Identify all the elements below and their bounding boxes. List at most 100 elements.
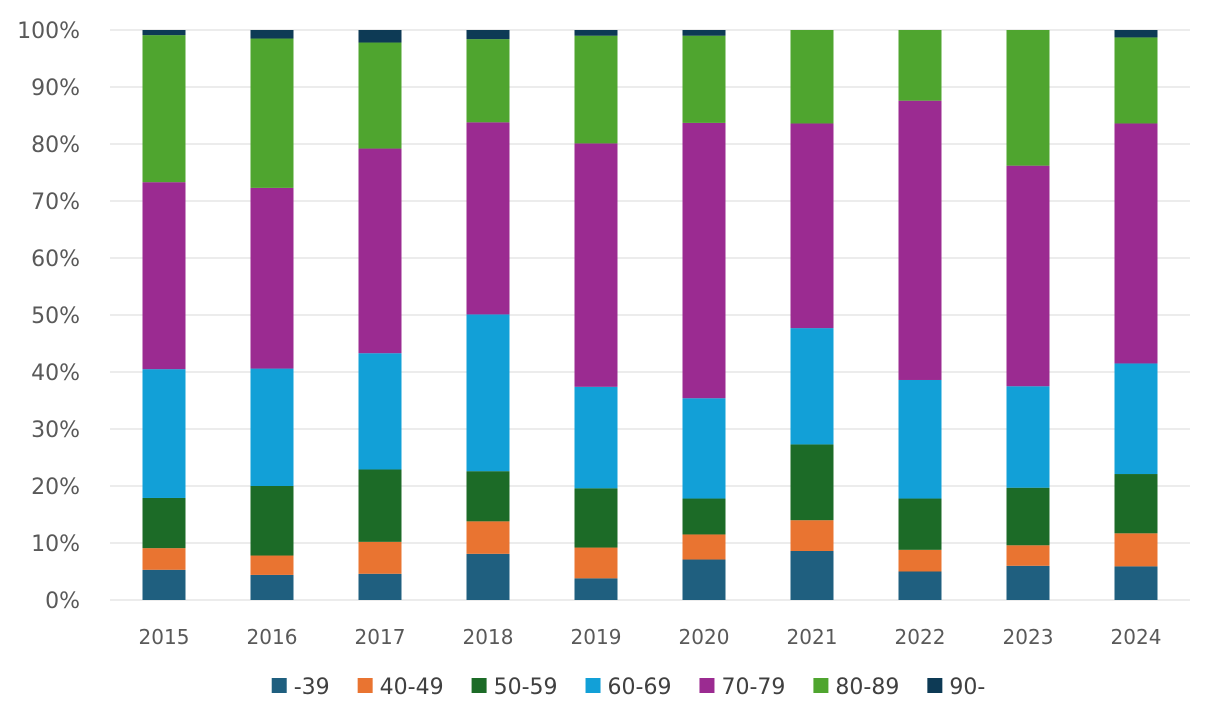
- legend-item: 80-89: [813, 675, 899, 700]
- bar-segment-2022--39: [898, 571, 942, 600]
- legend-label: 50-59: [494, 675, 558, 700]
- bar-segment-2019-50-59: [574, 488, 618, 548]
- x-tick-label: 2015: [139, 625, 190, 649]
- bar-segment-2022-60-69: [898, 379, 942, 499]
- y-tick-label: 70%: [31, 190, 80, 215]
- bar-segment-2021-50-59: [790, 444, 834, 521]
- bar-segment-2022-40-49: [898, 549, 942, 572]
- bar-segment-2019-40-49: [574, 547, 618, 579]
- x-tick-label: 2019: [571, 625, 622, 649]
- bar-segment-2021-40-49: [790, 520, 834, 551]
- bar-segment-2020-60-69: [682, 398, 726, 499]
- bar-segment-2024-80-89: [1114, 37, 1158, 124]
- legend-item: 40-49: [357, 675, 444, 700]
- legend: -39 40-49 50-59 60-69 70-79 80-89 90-: [271, 675, 985, 700]
- legend-item: 50-59: [471, 675, 558, 700]
- bar-segment-2019-90-: [574, 30, 618, 36]
- bar-segment-2019-80-89: [574, 35, 618, 144]
- bar-segment-2018-50-59: [466, 471, 510, 522]
- legend-swatch: [271, 678, 287, 693]
- bar-segment-2024-40-49: [1114, 533, 1158, 567]
- bar-segment-2015-80-89: [142, 35, 186, 183]
- legend-swatch: [699, 678, 715, 693]
- bar-stack-2022: [898, 30, 942, 600]
- legend-item: 60-69: [585, 675, 672, 700]
- bar-segment-2017--39: [358, 573, 402, 600]
- legend-swatch: [927, 678, 943, 693]
- bar-segment-2018-90-: [466, 30, 510, 40]
- y-tick-label: 90%: [31, 76, 80, 101]
- legend-label: 40-49: [380, 675, 444, 700]
- bar-segment-2020-50-59: [682, 498, 726, 535]
- bar-segment-2023--39: [1006, 565, 1050, 600]
- bar-segment-2018-60-69: [466, 314, 510, 472]
- legend-label: 60-69: [608, 675, 672, 700]
- x-tick-label: 2022: [895, 625, 946, 649]
- bar-segment-2016-60-69: [250, 368, 294, 486]
- x-tick-label: 2024: [1111, 625, 1162, 649]
- legend-item: 90-: [927, 675, 985, 700]
- bar-segment-2018--39: [466, 553, 510, 600]
- legend-item: -39: [271, 675, 330, 700]
- bar-segment-2016-90-: [250, 30, 294, 39]
- x-tick-label: 2016: [247, 625, 298, 649]
- bar-segment-2017-40-49: [358, 541, 402, 574]
- bar-segment-2020-90-: [682, 30, 726, 36]
- x-tick-label: 2023: [1003, 625, 1054, 649]
- y-tick-label: 60%: [31, 247, 80, 272]
- y-tick-label: 10%: [31, 532, 80, 557]
- bar-segment-2017-60-69: [358, 353, 402, 470]
- y-tick-label: 0%: [45, 589, 80, 614]
- bar-segment-2020-40-49: [682, 534, 726, 560]
- y-tick-label: 80%: [31, 133, 80, 158]
- bar-segment-2021--39: [790, 550, 834, 600]
- y-tick-label: 100%: [17, 19, 80, 44]
- legend-label: 80-89: [835, 675, 899, 700]
- bar-segment-2022-70-79: [898, 100, 942, 380]
- bar-segment-2024-90-: [1114, 30, 1158, 38]
- bar-stack-2016: [250, 30, 294, 600]
- x-tick-label: 2020: [679, 625, 730, 649]
- legend-item: 70-79: [699, 675, 785, 700]
- bar-segment-2021-60-69: [790, 328, 834, 445]
- bar-segment-2017-90-: [358, 30, 402, 43]
- x-tick-label: 2018: [463, 625, 514, 649]
- bar-segment-2024-50-59: [1114, 474, 1158, 534]
- bar-segment-2015-70-79: [142, 182, 186, 370]
- legend-swatch: [813, 678, 829, 693]
- bar-segment-2015--39: [142, 569, 186, 600]
- legend-label: 90-: [949, 675, 985, 700]
- legend-swatch: [585, 678, 601, 693]
- bar-segment-2017-50-59: [358, 469, 402, 542]
- bar-segment-2020--39: [682, 559, 726, 600]
- bars: [142, 30, 1158, 600]
- bar-segment-2020-70-79: [682, 122, 726, 399]
- y-tick-label: 40%: [31, 361, 80, 386]
- legend-swatch: [357, 678, 373, 693]
- bar-segment-2016-70-79: [250, 187, 294, 369]
- bar-segment-2024--39: [1114, 566, 1158, 600]
- bar-segment-2024-60-69: [1114, 363, 1158, 475]
- x-axis-ticks: 2015 2016 2017 2018 2019 2020 2021 2022 2023 2024: [139, 625, 1162, 649]
- y-axis-ticks: 0% 10% 20% 30% 40% 50% 60% 70% 80% 90% 100%: [17, 19, 80, 614]
- bar-segment-2019-60-69: [574, 386, 618, 489]
- bar-segment-2023-80-89: [1006, 30, 1050, 166]
- bar-segment-2020-80-89: [682, 35, 726, 123]
- bar-segment-2019-70-79: [574, 143, 618, 387]
- bar-stack-2017: [358, 30, 402, 600]
- bar-segment-2017-80-89: [358, 42, 402, 149]
- bar-segment-2021-80-89: [790, 30, 834, 124]
- bar-segment-2017-70-79: [358, 148, 402, 354]
- bar-stack-2024: [1114, 30, 1158, 600]
- y-tick-label: 20%: [31, 475, 80, 500]
- bar-stack-2015: [142, 30, 186, 600]
- bar-segment-2018-80-89: [466, 39, 510, 123]
- bar-segment-2018-70-79: [466, 122, 510, 315]
- bar-segment-2022-80-89: [898, 30, 942, 101]
- bar-segment-2016-50-59: [250, 486, 294, 556]
- bar-segment-2015-50-59: [142, 497, 186, 549]
- x-tick-label: 2017: [355, 625, 406, 649]
- legend-label: 70-79: [721, 675, 785, 700]
- bar-segment-2024-70-79: [1114, 123, 1158, 364]
